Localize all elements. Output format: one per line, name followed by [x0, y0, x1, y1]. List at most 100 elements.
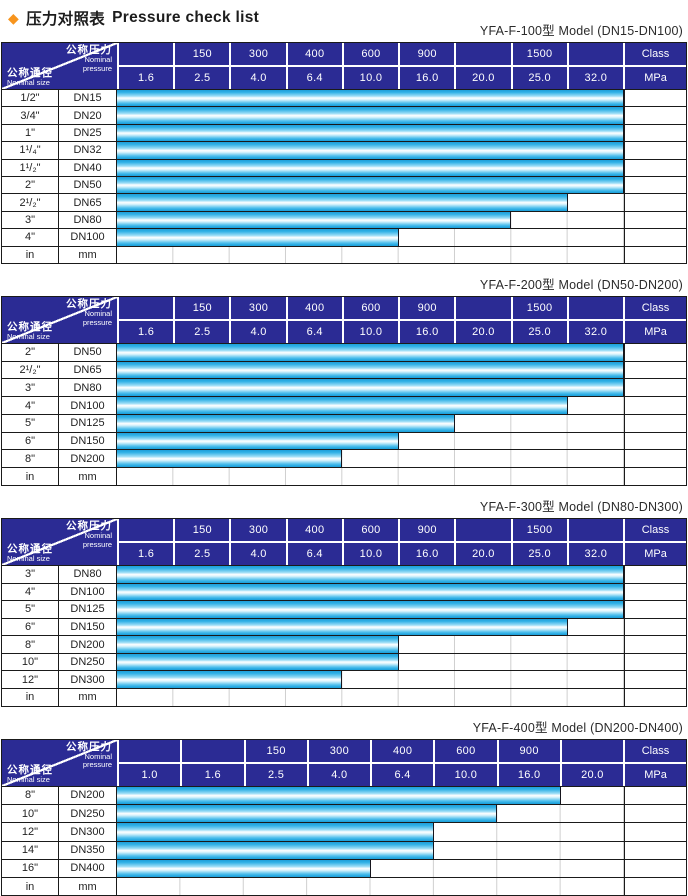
footer-bar-area — [117, 689, 625, 706]
dn-cell: DN32 — [59, 142, 117, 159]
mpa-value-cell: 16.0 — [398, 542, 454, 565]
nominal-size-en: Nominal size — [7, 78, 50, 88]
unit-header: Class MPa — [623, 296, 686, 343]
class-value-cell: 1500 — [510, 43, 567, 65]
unit-header: Class MPa — [623, 739, 686, 786]
pressure-range-bar — [117, 636, 399, 653]
dn-cell: DN150 — [59, 432, 117, 450]
mpa-value-cell: 10.0 — [341, 67, 398, 89]
dn-cell: DN15 — [59, 90, 117, 107]
nominal-size-label: 公称通径 Nominal size — [7, 68, 53, 87]
mpa-value-cell: 6.4 — [285, 320, 342, 343]
size-cell: 3/4" — [2, 107, 59, 124]
unit-cell — [625, 159, 686, 176]
dn-cell: DN80 — [59, 211, 117, 229]
unit-cell — [625, 583, 686, 601]
unit-cell — [625, 142, 686, 159]
table-row: 2" DN50 — [2, 175, 686, 194]
footer-row: in mm — [2, 245, 686, 263]
page-title-en: Pressure check list — [112, 9, 260, 26]
pressure-table: 公称压力 Nominal pressure 公称通径 Nominal size 150 3… — [1, 42, 687, 264]
table-row: 1/2" DN15 — [2, 89, 686, 107]
nominal-size-zh: 公称通径 — [7, 543, 53, 556]
size-cell: 4" — [2, 229, 59, 246]
bar-area — [117, 859, 625, 878]
size-cell: 2" — [2, 176, 59, 194]
size-cell: 1¹/₂" — [2, 159, 59, 176]
unit-cell — [625, 671, 686, 689]
dn-cell: DN100 — [59, 229, 117, 246]
class-value-cell: 150 — [173, 296, 229, 319]
table-row: 1¹/₂" DN40 — [2, 158, 686, 176]
unit-cell — [625, 786, 686, 804]
table-row: 12" DN300 — [2, 670, 686, 689]
class-value-cell: 150 — [173, 518, 229, 541]
mpa-value-cell: 4.0 — [229, 67, 285, 89]
footer-in-cell: in — [2, 246, 59, 263]
bar-area — [117, 379, 625, 397]
nominal-size-en: Nominal size — [7, 774, 50, 784]
class-value-cell: 600 — [341, 518, 398, 541]
footer-row: in mm — [2, 877, 686, 896]
class-value-cell: 150 — [173, 43, 229, 65]
size-cell: 4" — [2, 583, 59, 601]
unit-cell — [625, 414, 686, 432]
table-row: 12" DN300 — [2, 822, 686, 841]
table-row: 2" DN50 — [2, 342, 686, 361]
dn-cell: DN300 — [59, 671, 117, 689]
pressure-range-bar — [117, 361, 624, 379]
dn-cell: DN125 — [59, 601, 117, 618]
class-value-cell — [454, 518, 510, 541]
pressure-header: 150 300 400 600 900 1500 1.6 2.5 4.0 6.4 10.0 16.0 2… — [117, 296, 623, 343]
diamond-icon: ◆ — [8, 10, 20, 26]
class-value-cell: 400 — [370, 739, 433, 762]
footer-bar-area — [117, 878, 625, 896]
size-cell: 3" — [2, 565, 59, 583]
unit-cell — [625, 343, 686, 361]
class-value-cell: 400 — [285, 43, 342, 65]
table-header: 公称压力 Nominal pressure 公称通径 Nominal size 150 3… — [2, 296, 686, 343]
unit-cell — [625, 90, 686, 107]
class-value-cell: 150 — [243, 739, 307, 762]
mpa-value-cell: 25.0 — [510, 320, 567, 343]
pressure-range-bar — [117, 618, 568, 636]
diagonal-divider — [2, 43, 117, 89]
class-value-cell — [566, 518, 623, 541]
class-value-cell — [454, 43, 510, 65]
nominal-pressure-en: Nominal pressure — [82, 530, 112, 549]
class-value-cell — [454, 296, 510, 319]
dn-cell: DN40 — [59, 159, 117, 176]
nominal-size-zh: 公称通径 — [7, 321, 53, 334]
pressure-range-bar — [117, 379, 624, 397]
table-header: 公称压力 Nominal pressure 公称通径 Nominal size 150 3… — [2, 518, 686, 565]
mpa-value-cell: 2.5 — [173, 542, 229, 565]
mpa-value-cell: 2.5 — [173, 67, 229, 89]
mpa-unit-cell: MPa — [644, 72, 667, 84]
mpa-value-cell: 4.0 — [229, 542, 285, 565]
class-row: 150 300 400 600 900 — [119, 739, 623, 764]
size-cell: 4" — [2, 397, 59, 414]
unit-cell — [625, 618, 686, 636]
bar-area — [117, 823, 625, 841]
table-body: 8" DN200 10" DN250 12" DN300 14" DN350 16" DN400 i… — [2, 785, 686, 896]
nominal-axis-cell: 公称压力 Nominal pressure 公称通径 Nominal size — [2, 739, 117, 786]
table-caption: YFA-F-200型 Model (DN50-DN200) — [479, 277, 683, 292]
pressure-range-bar — [117, 176, 624, 194]
table-row: 4" DN100 — [2, 396, 686, 414]
mpa-value-cell: 20.0 — [454, 67, 510, 89]
dn-cell: DN80 — [59, 565, 117, 583]
bar-area — [117, 601, 625, 618]
footer-unit-cell — [625, 246, 686, 263]
class-value-cell: 300 — [229, 518, 285, 541]
class-value-cell — [566, 43, 623, 65]
unit-header: Class MPa — [623, 43, 686, 89]
class-unit-cell: Class — [625, 740, 686, 764]
size-cell: 16" — [2, 859, 59, 878]
table-row: 10" DN250 — [2, 652, 686, 671]
unit-cell — [625, 841, 686, 859]
bar-area — [117, 124, 625, 142]
mpa-value-cell: 2.5 — [173, 320, 229, 343]
pressure-range-bar — [117, 450, 343, 468]
pressure-header: 150 300 400 600 900 1.0 1.6 2.5 4.0 6.4 10.0 16.0 20… — [117, 739, 623, 786]
